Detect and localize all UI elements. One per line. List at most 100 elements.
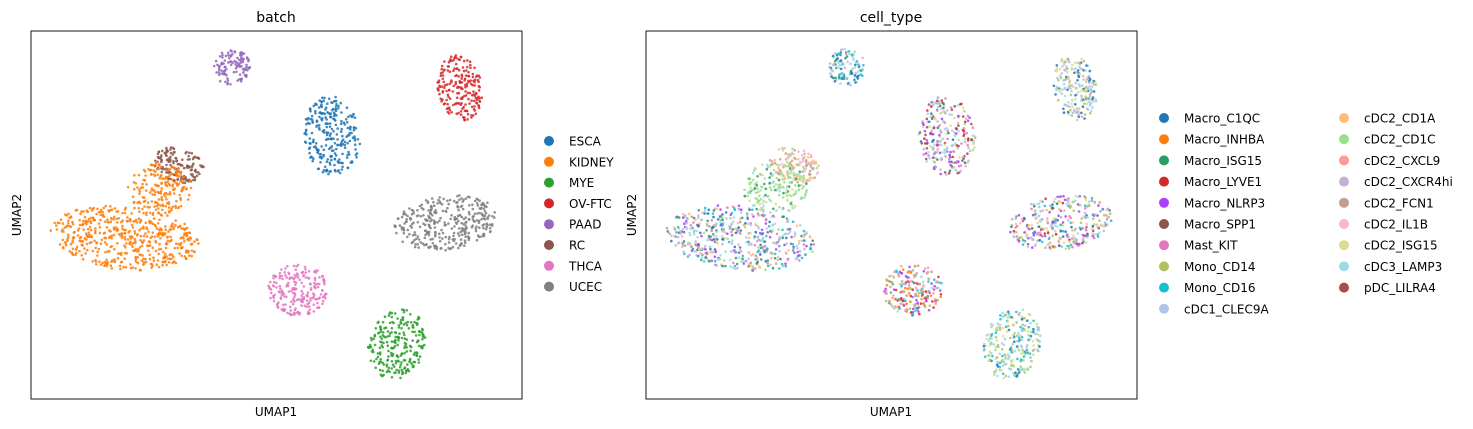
scatter-point bbox=[327, 172, 330, 176]
scatter-point bbox=[486, 217, 490, 220]
scatter-point bbox=[795, 177, 798, 181]
scatter-point bbox=[949, 150, 952, 154]
scatter-point bbox=[98, 225, 102, 229]
scatter-point bbox=[685, 227, 689, 230]
scatter-point bbox=[89, 228, 93, 232]
scatter-point bbox=[1007, 310, 1010, 314]
scatter-point bbox=[1068, 238, 1071, 242]
scatter-point bbox=[155, 184, 158, 187]
scatter-point bbox=[751, 265, 755, 269]
scatter-point bbox=[1046, 219, 1049, 223]
scatter-point bbox=[954, 127, 958, 130]
scatter-point bbox=[1080, 217, 1083, 220]
scatter-point bbox=[853, 50, 856, 54]
scatter-point bbox=[749, 186, 753, 189]
scatter-point bbox=[930, 270, 933, 274]
scatter-point bbox=[805, 244, 808, 248]
scatter-point bbox=[453, 67, 456, 70]
scatter-point bbox=[716, 204, 720, 207]
scatter-point bbox=[706, 238, 709, 242]
scatter-point bbox=[1036, 221, 1039, 225]
scatter-point bbox=[422, 207, 425, 211]
legend-item: Macro_NLRP3 bbox=[1159, 196, 1265, 210]
scatter-point bbox=[394, 359, 398, 363]
scatter-point bbox=[905, 308, 909, 312]
scatter-point bbox=[1091, 232, 1094, 235]
scatter-point bbox=[921, 125, 925, 128]
scatter-point bbox=[783, 175, 786, 179]
scatter-point bbox=[1033, 244, 1037, 248]
scatter-point bbox=[297, 276, 300, 279]
scatter-point bbox=[756, 190, 760, 194]
scatter-point bbox=[703, 206, 707, 210]
scatter-point bbox=[352, 126, 356, 130]
scatter-point bbox=[1015, 375, 1019, 378]
scatter-point bbox=[113, 207, 117, 210]
scatter-point bbox=[379, 326, 382, 329]
scatter-point bbox=[236, 56, 239, 60]
scatter-point bbox=[1018, 334, 1022, 337]
scatter-point bbox=[995, 363, 999, 366]
scatter-point bbox=[283, 271, 287, 274]
scatter-point bbox=[154, 208, 158, 212]
scatter-point bbox=[476, 204, 480, 207]
scatter-point bbox=[935, 280, 939, 283]
scatter-point bbox=[321, 302, 324, 306]
scatter-point bbox=[298, 313, 301, 316]
scatter-point bbox=[791, 243, 795, 246]
scatter-point bbox=[190, 254, 193, 258]
scatter-point bbox=[339, 122, 343, 126]
scatter-point bbox=[1037, 225, 1041, 228]
scatter-point bbox=[808, 179, 811, 182]
scatter-point bbox=[1050, 223, 1053, 227]
scatter-point bbox=[783, 232, 787, 236]
scatter-point bbox=[681, 213, 685, 216]
scatter-point bbox=[1088, 84, 1091, 88]
scatter-point bbox=[440, 67, 444, 71]
scatter-point bbox=[269, 288, 273, 291]
scatter-point bbox=[1059, 215, 1063, 219]
scatter-point bbox=[460, 229, 464, 233]
scatter-point bbox=[428, 246, 431, 249]
scatter-point bbox=[393, 371, 396, 375]
scatter-point bbox=[1036, 239, 1039, 243]
scatter-point bbox=[366, 345, 370, 349]
scatter-point bbox=[442, 80, 446, 84]
scatter-point bbox=[166, 235, 169, 239]
scatter-point bbox=[156, 167, 159, 171]
scatter-point bbox=[426, 201, 430, 204]
scatter-point bbox=[126, 185, 130, 189]
scatter-point bbox=[911, 280, 915, 284]
scatter-point bbox=[902, 304, 906, 307]
scatter-point bbox=[721, 230, 724, 233]
scatter-point bbox=[694, 250, 698, 253]
scatter-point bbox=[951, 155, 954, 159]
scatter-point bbox=[809, 153, 812, 157]
scatter-point bbox=[840, 48, 844, 51]
scatter-point bbox=[939, 295, 942, 299]
scatter-point bbox=[752, 215, 755, 218]
scatter-point bbox=[82, 228, 85, 231]
scatter-point bbox=[247, 66, 251, 70]
scatter-point bbox=[892, 288, 896, 291]
scatter-point bbox=[306, 118, 309, 121]
scatter-point bbox=[439, 216, 442, 220]
scatter-point bbox=[1014, 222, 1018, 226]
scatter-point bbox=[378, 368, 382, 372]
scatter-point bbox=[153, 193, 157, 196]
scatter-point bbox=[778, 189, 781, 193]
scatter-point bbox=[133, 232, 137, 235]
scatter-point bbox=[759, 258, 763, 261]
scatter-point bbox=[157, 233, 161, 236]
scatter-point bbox=[447, 202, 451, 206]
scatter-point bbox=[199, 164, 202, 167]
scatter-point bbox=[786, 194, 789, 198]
scatter-point bbox=[1075, 118, 1079, 122]
scatter-point bbox=[908, 307, 912, 310]
scatter-point bbox=[337, 104, 340, 108]
scatter-point bbox=[1080, 94, 1083, 98]
scatter-point bbox=[305, 299, 309, 302]
scatter-point bbox=[247, 58, 250, 61]
scatter-point bbox=[431, 237, 434, 241]
scatter-point bbox=[1046, 221, 1050, 225]
